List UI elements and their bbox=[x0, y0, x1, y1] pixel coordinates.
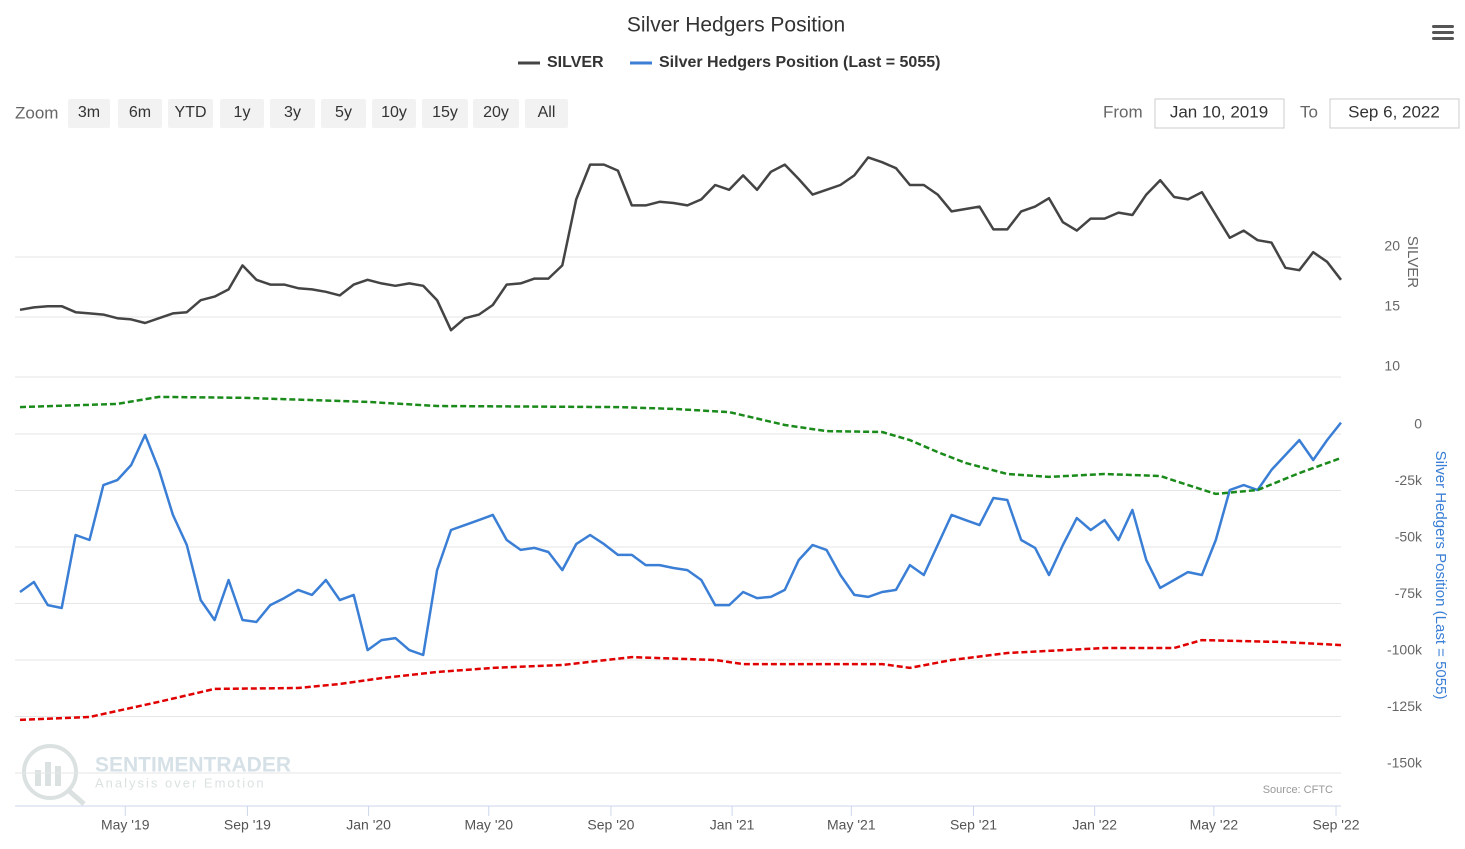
zoom-buttons: 3m 6m YTD 1y 3y 5y 10y 15y 20y All bbox=[68, 99, 568, 128]
zoom-button-bg bbox=[525, 99, 568, 128]
zoom-button-label: 20y bbox=[483, 104, 509, 121]
y2-tick-label: -150k bbox=[1387, 755, 1423, 771]
logo-bar bbox=[35, 770, 41, 786]
x-tick-label: May '21 bbox=[827, 817, 876, 833]
to-value: Sep 6, 2022 bbox=[1348, 102, 1440, 121]
chart-title: Silver Hedgers Position bbox=[627, 14, 845, 37]
zoom-button-label: YTD bbox=[175, 104, 207, 121]
y-tick-label: 20 bbox=[1384, 238, 1400, 254]
logo-ring bbox=[22, 744, 78, 800]
x-tick-label: Jan '20 bbox=[346, 817, 391, 833]
x-tick-label: Jan '21 bbox=[710, 817, 755, 833]
x-tick-label: Jan '22 bbox=[1072, 817, 1117, 833]
x-tick-label: May '20 bbox=[464, 817, 513, 833]
zoom-button-bg bbox=[118, 99, 162, 128]
series-line bbox=[19, 421, 1342, 657]
logo-bar bbox=[45, 762, 51, 786]
zoom-button-bg bbox=[422, 99, 468, 128]
menu-bar bbox=[1432, 37, 1454, 40]
zoom-button-label: 5y bbox=[335, 104, 352, 121]
y-tick-label: 15 bbox=[1384, 298, 1400, 314]
y2-tick-label: -50k bbox=[1395, 529, 1423, 545]
menu-button[interactable] bbox=[1432, 25, 1454, 40]
zoom-button-bg bbox=[68, 99, 110, 128]
logo-bar bbox=[55, 766, 61, 786]
zoom-button[interactable]: 5y bbox=[321, 99, 366, 128]
band-line bbox=[19, 395, 1342, 496]
to-input[interactable] bbox=[1329, 98, 1460, 129]
legend-label: SILVER bbox=[547, 54, 604, 71]
watermark-text: SENTIMENTRADER bbox=[95, 754, 291, 777]
zoom-button-label: 3y bbox=[284, 104, 301, 121]
x-tick-label: Sep '19 bbox=[224, 817, 271, 833]
logo-handle bbox=[66, 788, 86, 806]
zoom-button-label: 15y bbox=[432, 104, 458, 121]
zoom-button-label: 10y bbox=[381, 104, 407, 121]
zoom-button-bg bbox=[220, 99, 264, 128]
y2-axis-title: Silver Hedgers Position (Last = 5055) bbox=[1432, 451, 1449, 700]
zoom-label: Zoom bbox=[15, 103, 58, 122]
source-note: Source: CFTC bbox=[1263, 784, 1333, 796]
watermark-tagline: Analysis over Emotion bbox=[95, 775, 266, 790]
zoom-button[interactable]: All bbox=[525, 99, 568, 128]
zoom-button-bg bbox=[372, 99, 416, 128]
y-axis-title: SILVER bbox=[1404, 236, 1421, 288]
watermark: SENTIMENTRADER Analysis over Emotion bbox=[22, 744, 291, 806]
zoom-button[interactable]: 1y bbox=[220, 99, 264, 128]
zoom-button-label: 6m bbox=[129, 104, 151, 121]
zoom-button-bg bbox=[321, 99, 366, 128]
from-value: Jan 10, 2019 bbox=[1170, 102, 1268, 121]
y2-tick-label: -25k bbox=[1395, 472, 1423, 488]
y2-tick-label: -125k bbox=[1387, 698, 1423, 714]
zoom-button-label: 1y bbox=[234, 104, 251, 121]
from-label: From bbox=[1103, 102, 1143, 121]
zoom-button[interactable]: 6m bbox=[118, 99, 162, 128]
zoom-button[interactable]: 20y bbox=[473, 99, 519, 128]
y2-tick-label: -75k bbox=[1395, 585, 1423, 601]
zoom-button[interactable]: 15y bbox=[422, 99, 468, 128]
zoom-button[interactable]: 3m bbox=[68, 99, 110, 128]
zoom-button-bg bbox=[270, 99, 315, 128]
zoom-button[interactable]: 10y bbox=[372, 99, 416, 128]
x-tick-label: May '19 bbox=[101, 817, 150, 833]
zoom-button[interactable]: YTD bbox=[168, 99, 213, 128]
series-line bbox=[19, 156, 1342, 332]
x-tick-label: Sep '20 bbox=[587, 817, 634, 833]
to-label: To bbox=[1300, 102, 1318, 121]
y2-tick-label: 0 bbox=[1414, 416, 1422, 432]
x-tick-label: Sep '21 bbox=[950, 817, 997, 833]
band-line bbox=[19, 638, 1342, 722]
zoom-button-bg bbox=[473, 99, 519, 128]
y2-tick-label: -100k bbox=[1387, 642, 1423, 658]
zoom-button[interactable]: 3y bbox=[270, 99, 315, 128]
legend-label: Silver Hedgers Position (Last = 5055) bbox=[659, 54, 940, 71]
x-tick-label: May '22 bbox=[1190, 817, 1239, 833]
menu-bar bbox=[1432, 25, 1454, 28]
zoom-button-label: 3m bbox=[78, 104, 100, 121]
menu-bar bbox=[1432, 31, 1454, 34]
from-input[interactable] bbox=[1154, 98, 1285, 129]
zoom-button-bg bbox=[168, 99, 213, 128]
zoom-button-label: All bbox=[538, 104, 556, 121]
x-tick-label: Sep '22 bbox=[1313, 817, 1360, 833]
y-tick-label: 10 bbox=[1384, 358, 1400, 374]
